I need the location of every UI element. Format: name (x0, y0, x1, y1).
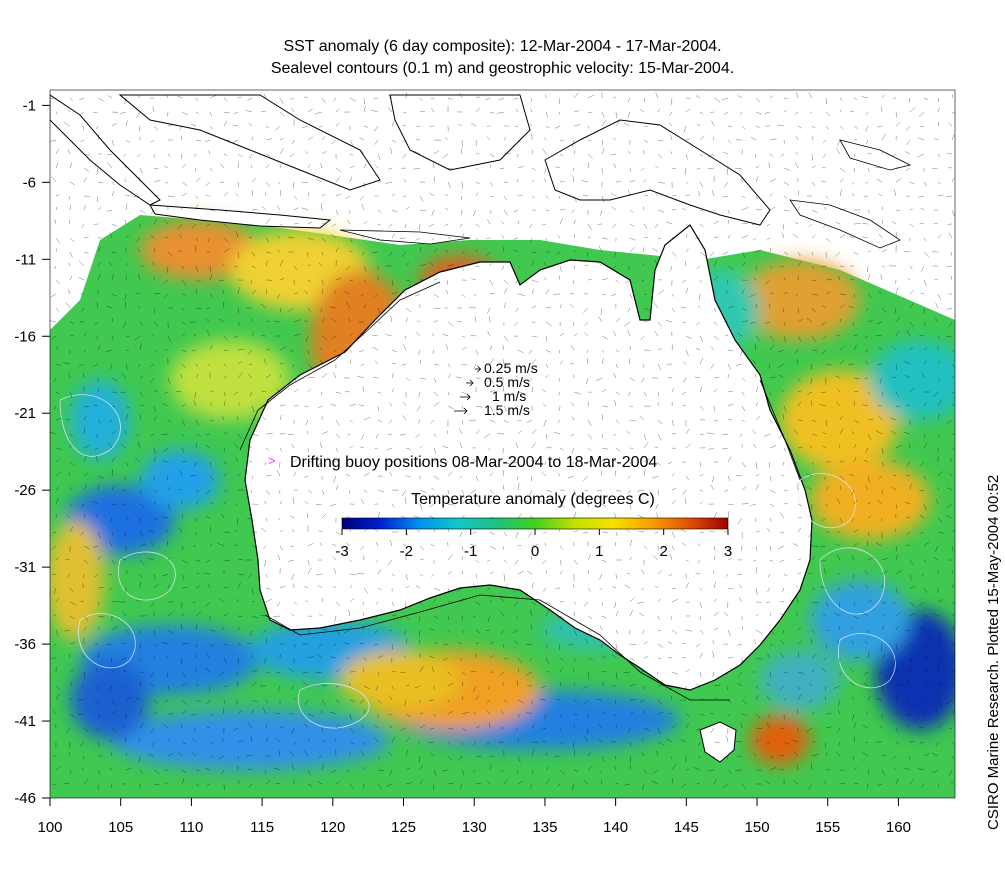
colorbar-tick-label: 1 (595, 543, 603, 560)
y-tick-label: -26 (14, 482, 36, 499)
velocity-legend-arrowhead (469, 379, 474, 387)
y-tick-label: -31 (14, 559, 36, 576)
sealevel-contours (59, 394, 896, 729)
sst-field (50, 90, 955, 798)
map-title-line2: Sealevel contours (0.1 m) and geostrophi… (270, 60, 735, 77)
buoy-marker-icon: > (268, 453, 276, 468)
plot-frame (49, 89, 956, 799)
x-tick-label: 130 (462, 819, 487, 836)
colorbar-tick-label: -1 (464, 543, 477, 560)
buoy-legend: > Drifting buoy positions 08-Mar-2004 to… (268, 453, 657, 471)
velocity-legend-label: 1 m/s (492, 388, 526, 404)
x-tick-label: 145 (674, 819, 699, 836)
map-title-line1: SST anomaly (6 day composite): 12-Mar-20… (283, 38, 722, 55)
y-tick-label: -41 (14, 713, 36, 730)
x-tick-label: 155 (815, 819, 840, 836)
y-axis: -1 -6 -11 -16 -21 -26 -31 -36 -41 -46 (14, 97, 50, 807)
geostrophic-velocity-arrows (50, 92, 955, 791)
colorbar-gradient (341, 517, 729, 530)
y-tick-label: -21 (14, 405, 36, 422)
y-tick-label: -11 (15, 251, 36, 268)
colorbar: Temperature anomaly (degrees C) -3 -2 -1 0 1… (335, 491, 732, 560)
x-tick-label: 110 (179, 819, 203, 836)
velocity-legend-label: 0.25 m/s (484, 360, 538, 376)
x-tick-label: 120 (320, 819, 345, 836)
colorbar-tick-label: -3 (335, 543, 348, 560)
x-tick-label: 115 (250, 819, 274, 836)
velocity-legend-arrowhead (466, 393, 471, 401)
colorbar-tick-label: -2 (400, 543, 413, 560)
buoy-legend-label: Drifting buoy positions 08-Mar-2004 to 1… (290, 454, 657, 471)
velocity-legend: 0.25 m/s0.5 m/s1 m/s1.5 m/s (454, 360, 538, 418)
x-tick-label: 160 (886, 819, 911, 836)
x-tick-label: 135 (532, 819, 557, 836)
y-tick-label: -46 (14, 790, 36, 807)
colorbar-ticks: -3 -2 -1 0 1 2 3 (335, 529, 732, 560)
y-tick-label: -1 (23, 97, 36, 114)
x-tick-label: 105 (108, 819, 133, 836)
velocity-legend-label: 0.5 m/s (484, 374, 530, 390)
y-tick-label: -36 (14, 636, 36, 653)
velocity-legend-label: 1.5 m/s (484, 402, 530, 418)
x-axis: 100 105 110 115 120 125 130 135 140 145 150 155 160 (37, 798, 911, 836)
velocity-legend-arrowhead (477, 365, 482, 373)
colorbar-tick-label: 3 (724, 543, 732, 560)
velocity-legend-arrowhead (463, 407, 468, 415)
x-tick-label: 100 (37, 819, 62, 836)
y-tick-label: -6 (23, 174, 36, 191)
colorbar-tick-label: 0 (531, 543, 539, 560)
colorbar-title: Temperature anomaly (degrees C) (411, 491, 655, 508)
x-tick-label: 140 (603, 819, 628, 836)
x-tick-label: 125 (391, 819, 416, 836)
x-tick-label: 150 (745, 819, 770, 836)
y-tick-label: -16 (14, 328, 36, 345)
colorbar-tick-label: 2 (659, 543, 667, 560)
